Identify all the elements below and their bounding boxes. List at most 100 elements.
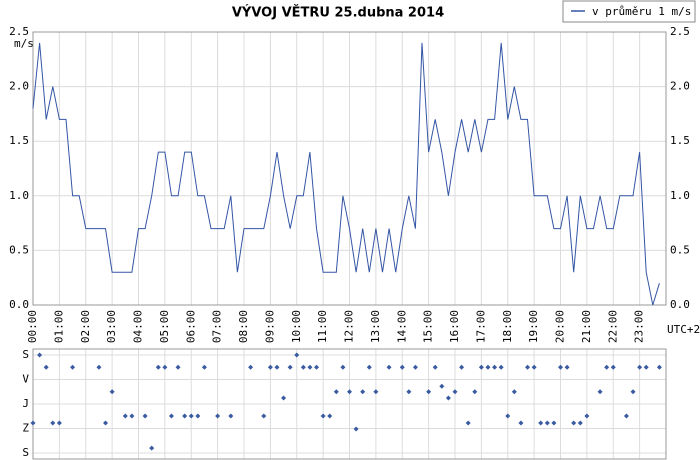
data-point [465, 420, 471, 426]
data-point [300, 364, 306, 370]
x-tick-label: 17:00 [474, 310, 487, 343]
data-point [340, 364, 346, 370]
data-point [103, 420, 109, 426]
data-point [643, 364, 649, 370]
data-point [623, 413, 629, 419]
x-tick-label: 13:00 [369, 310, 382, 343]
x-tick-label: 07:00 [211, 310, 224, 343]
data-point [168, 413, 174, 419]
data-point [56, 420, 62, 426]
y2-tick-label: 0.5 [670, 243, 690, 256]
data-point [571, 420, 577, 426]
data-point [544, 420, 550, 426]
data-point [182, 413, 188, 419]
data-point [485, 364, 491, 370]
data-point [155, 364, 161, 370]
legend: v průměru 1 m/s [562, 0, 696, 23]
data-point [327, 413, 333, 419]
data-point [577, 420, 583, 426]
data-point [538, 420, 544, 426]
y-tick-label: Z [22, 422, 29, 435]
y-tick-label: 0.0 [9, 298, 29, 311]
data-point [518, 420, 524, 426]
chart-title: VÝVOJ VĚTRU 25.dubna 2014 [232, 5, 444, 21]
x-tick-label: 16:00 [448, 310, 461, 343]
data-point [597, 389, 603, 395]
x-tick-label: 02:00 [79, 310, 92, 343]
y-axis-label: m/s [14, 37, 34, 50]
data-point [498, 364, 504, 370]
x-axis-label: UTC+2 [667, 323, 700, 336]
data-point [162, 364, 168, 370]
y-tick-label: S [22, 446, 29, 459]
x-tick-label: 04:00 [132, 310, 145, 343]
data-point [452, 389, 458, 395]
x-tick-label: 11:00 [316, 310, 329, 343]
data-point [195, 413, 201, 419]
x-tick-label: 12:00 [343, 310, 356, 343]
x-tick-label: 06:00 [184, 310, 197, 343]
x-tick-label: 10:00 [290, 310, 303, 343]
data-point [333, 389, 339, 395]
data-point [366, 364, 372, 370]
x-tick-label: 18:00 [501, 310, 514, 343]
data-point [637, 364, 643, 370]
plot-frame [32, 31, 667, 306]
data-point [307, 364, 313, 370]
data-point [142, 413, 148, 419]
x-tick-label: 03:00 [105, 310, 118, 343]
x-tick-label: 22:00 [606, 310, 619, 343]
data-point [472, 389, 478, 395]
data-point [281, 395, 287, 401]
x-tick-label: 15:00 [422, 310, 435, 343]
legend-box [562, 0, 696, 23]
data-point [175, 364, 181, 370]
y-tick-label: 1.5 [9, 134, 29, 147]
data-point [109, 389, 115, 395]
data-point [412, 364, 418, 370]
data-point [558, 364, 563, 370]
data-point [228, 413, 234, 419]
data-point [248, 364, 254, 370]
data-point [267, 364, 273, 370]
data-point [129, 413, 135, 419]
data-point [439, 383, 445, 389]
data-point [604, 364, 610, 370]
data-point [399, 364, 405, 370]
y2-tick-label: 1.5 [670, 134, 690, 147]
data-point [353, 426, 359, 432]
data-point [373, 389, 379, 395]
x-tick-label: 08:00 [237, 310, 250, 343]
legend-label: v průměru 1 m/s [592, 5, 691, 18]
x-tick-label: 01:00 [52, 310, 65, 343]
x-tick-label: 09:00 [263, 310, 276, 343]
data-point [314, 364, 320, 370]
x-tick-label: 21:00 [580, 310, 593, 343]
data-point [360, 389, 366, 395]
data-point [149, 445, 155, 451]
data-point [630, 389, 636, 395]
y-tick-label: 2.0 [9, 80, 29, 93]
data-point [445, 395, 451, 401]
data-point [511, 389, 517, 395]
data-point [478, 364, 484, 370]
data-point [492, 364, 498, 370]
data-point [564, 364, 570, 370]
y2-tick-label: 2.0 [670, 80, 690, 93]
data-point [188, 413, 194, 419]
y-tick-label: S [22, 348, 29, 361]
data-point [426, 389, 432, 395]
y2-tick-label: 1.0 [670, 189, 690, 202]
x-tick-label: 23:00 [633, 310, 646, 343]
data-point [406, 389, 412, 395]
y-tick-label: 0.5 [9, 243, 29, 256]
data-point [320, 413, 326, 419]
data-point [386, 364, 392, 370]
data-point [43, 364, 49, 370]
data-point [287, 364, 293, 370]
data-point [261, 413, 267, 419]
x-tick-label: 00:00 [26, 310, 39, 343]
x-tick-label: 05:00 [158, 310, 171, 343]
data-point [122, 413, 128, 419]
